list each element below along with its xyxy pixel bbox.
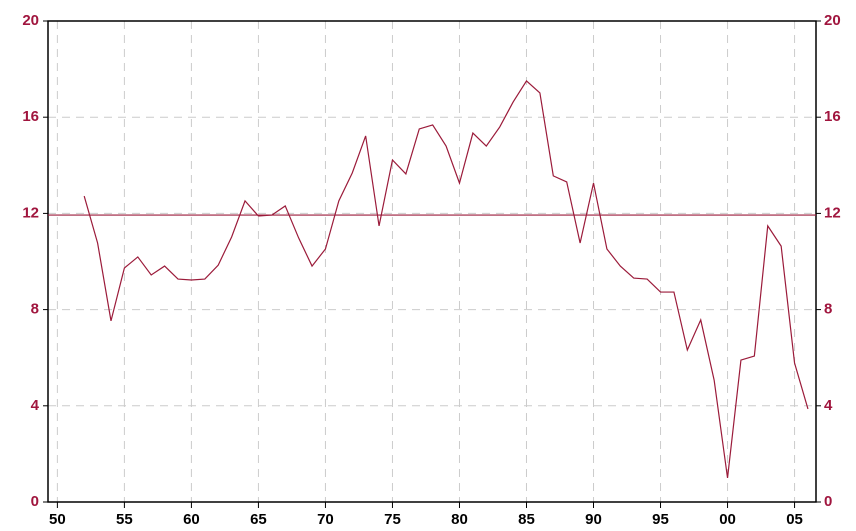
plot-frame <box>47 20 817 503</box>
x-tick-label: 95 <box>652 511 669 528</box>
y-tick-label: 8 <box>31 301 39 318</box>
x-tick-label: 75 <box>384 511 401 528</box>
x-tick-label: 60 <box>183 511 200 528</box>
y-tick-label: 0 <box>31 493 39 510</box>
x-tick-label: 70 <box>317 511 334 528</box>
x-tick-label: 05 <box>786 511 803 528</box>
y2-tick-label: 16 <box>824 108 841 125</box>
y2-tick-label: 12 <box>824 204 841 221</box>
x-tick-label: 65 <box>250 511 267 528</box>
y2-tick-label: 0 <box>824 493 832 510</box>
x-tick-label: 90 <box>585 511 602 528</box>
data-line <box>83 79 809 479</box>
y-tick-label: 20 <box>22 12 39 29</box>
y-tick-label: 16 <box>22 108 39 125</box>
y2-tick-label: 20 <box>824 12 841 29</box>
x-tick-label: 80 <box>451 511 468 528</box>
y2-tick-label: 8 <box>824 301 832 318</box>
y-tick-label: 4 <box>31 397 40 414</box>
x-tick-label: 55 <box>116 511 133 528</box>
y-tick-label: 12 <box>22 204 39 221</box>
x-tick-label: 00 <box>719 511 736 528</box>
y2-tick-label: 4 <box>824 397 833 414</box>
x-tick-label: 50 <box>49 511 66 528</box>
x-tick-label: 85 <box>518 511 535 528</box>
